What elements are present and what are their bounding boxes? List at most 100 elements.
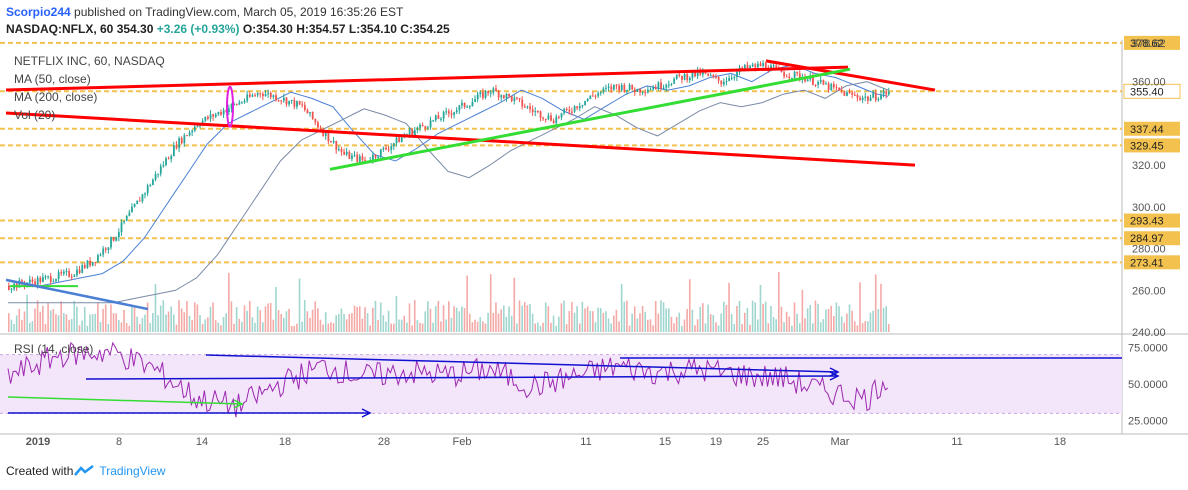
candle-body	[806, 79, 809, 82]
candle-body	[513, 97, 516, 102]
volume-bar	[395, 295, 398, 332]
volume-bar	[550, 322, 552, 332]
rsi-legend[interactable]: RSI (14, close)	[14, 342, 94, 356]
volume-bar	[259, 310, 262, 332]
volume-bar	[780, 306, 783, 332]
close-value: 354.25	[412, 22, 450, 36]
candle-body	[408, 129, 411, 135]
volume-bar	[704, 323, 707, 332]
candle-body	[183, 135, 186, 144]
volume-bar	[83, 306, 86, 332]
tradingview-brand[interactable]: TradingView	[99, 464, 166, 478]
time-tick-12: 18	[1054, 436, 1066, 448]
volume-bar	[280, 313, 282, 332]
candle-body	[445, 111, 448, 113]
candle-body	[272, 95, 275, 98]
candle-body	[264, 94, 267, 97]
volume-bar	[563, 300, 565, 332]
volume-bar	[589, 310, 592, 332]
volume-bar	[379, 302, 382, 332]
price-pane	[0, 40, 1122, 332]
volume-bar	[762, 303, 764, 332]
candle-body	[503, 95, 505, 99]
volume-bar	[338, 314, 340, 332]
volume-bar	[736, 305, 738, 332]
volume-bar	[256, 306, 259, 332]
volume-bar	[335, 315, 337, 332]
price-axis[interactable]: 240.00 260.00 280.00 300.00 320.00 360.00 378.…	[1132, 38, 1166, 339]
volume-bar	[57, 315, 60, 332]
candle-body	[398, 137, 401, 143]
volume-bar	[351, 313, 353, 332]
candle-body	[720, 80, 723, 85]
volume-bar	[613, 315, 615, 332]
candle-body	[468, 106, 471, 108]
ma50-legend[interactable]: MA (50, close)	[14, 72, 91, 86]
candle-body	[421, 124, 424, 127]
volume-bar	[707, 304, 709, 332]
candle-body	[516, 97, 518, 99]
low-value: 354.10	[360, 22, 397, 36]
volume-bar	[193, 302, 196, 332]
moving-averages	[8, 64, 889, 304]
candle-body	[495, 88, 497, 92]
volume-bar	[377, 320, 379, 332]
volume-bar	[751, 300, 754, 332]
volume-bar	[445, 319, 447, 332]
level-badge-5	[1124, 231, 1180, 246]
candle-body	[248, 94, 251, 97]
volume-bar	[715, 322, 717, 332]
volume-legend[interactable]: Vol (20)	[14, 108, 56, 122]
candle-body	[544, 118, 547, 120]
volume-bar	[238, 318, 241, 332]
candle-body	[81, 265, 84, 273]
volume-bar	[888, 324, 890, 332]
candle-body	[489, 92, 492, 94]
price-tick-7: 378.62	[1132, 38, 1166, 50]
volume-bar	[668, 308, 670, 332]
candle-body	[99, 254, 102, 256]
candle-body	[649, 89, 652, 91]
tradingview-logo-icon	[74, 465, 95, 476]
volume-bar	[364, 307, 366, 332]
candle-body	[628, 84, 631, 90]
rsi-tick-0: 25.0000	[1128, 416, 1168, 428]
level-label-3: 329.45	[1130, 140, 1164, 152]
volume-bar	[463, 308, 466, 332]
volume-bar	[89, 314, 91, 332]
ma200-legend[interactable]: MA (200, close)	[14, 90, 98, 104]
candle-body	[283, 97, 285, 101]
chart-header: Scorpio244 published on TradingView.com,…	[6, 4, 450, 38]
volume-bar	[723, 301, 725, 332]
volume-bar	[513, 277, 516, 332]
candle-body	[597, 93, 600, 96]
candle-body	[607, 86, 610, 88]
candle-body	[833, 84, 835, 88]
volume-bar	[691, 309, 694, 332]
volume-bar	[479, 317, 482, 332]
volume-bar	[571, 302, 573, 332]
price-tick-1: 260.00	[1132, 285, 1166, 297]
author-link[interactable]: Scorpio244	[6, 5, 71, 19]
rsi-axis[interactable]: 25.0000 50.0000 75.0000	[1128, 342, 1168, 427]
volume-bar	[468, 313, 471, 332]
candle-body	[170, 156, 173, 160]
candle-body	[28, 279, 31, 283]
volume-bar	[754, 302, 757, 332]
candle-body	[390, 146, 393, 150]
candle-body	[796, 71, 799, 74]
volume-bar	[542, 322, 544, 332]
candle-body	[8, 286, 10, 290]
candle-body	[288, 100, 291, 105]
candle-body	[757, 63, 759, 68]
candle-body	[306, 109, 309, 114]
volume-bar	[52, 309, 55, 332]
candle-body	[107, 247, 110, 250]
candle-body	[324, 132, 327, 136]
time-axis[interactable]: 2019 8 14 18 28 Feb 11 15 19 25 Mar 11 18	[26, 436, 1066, 448]
candle-body	[78, 269, 81, 273]
volume-bar	[717, 325, 720, 332]
candle-body	[565, 108, 568, 110]
candle-body	[484, 90, 487, 98]
symbol-label: NASDAQ:NFLX, 60	[6, 22, 114, 36]
